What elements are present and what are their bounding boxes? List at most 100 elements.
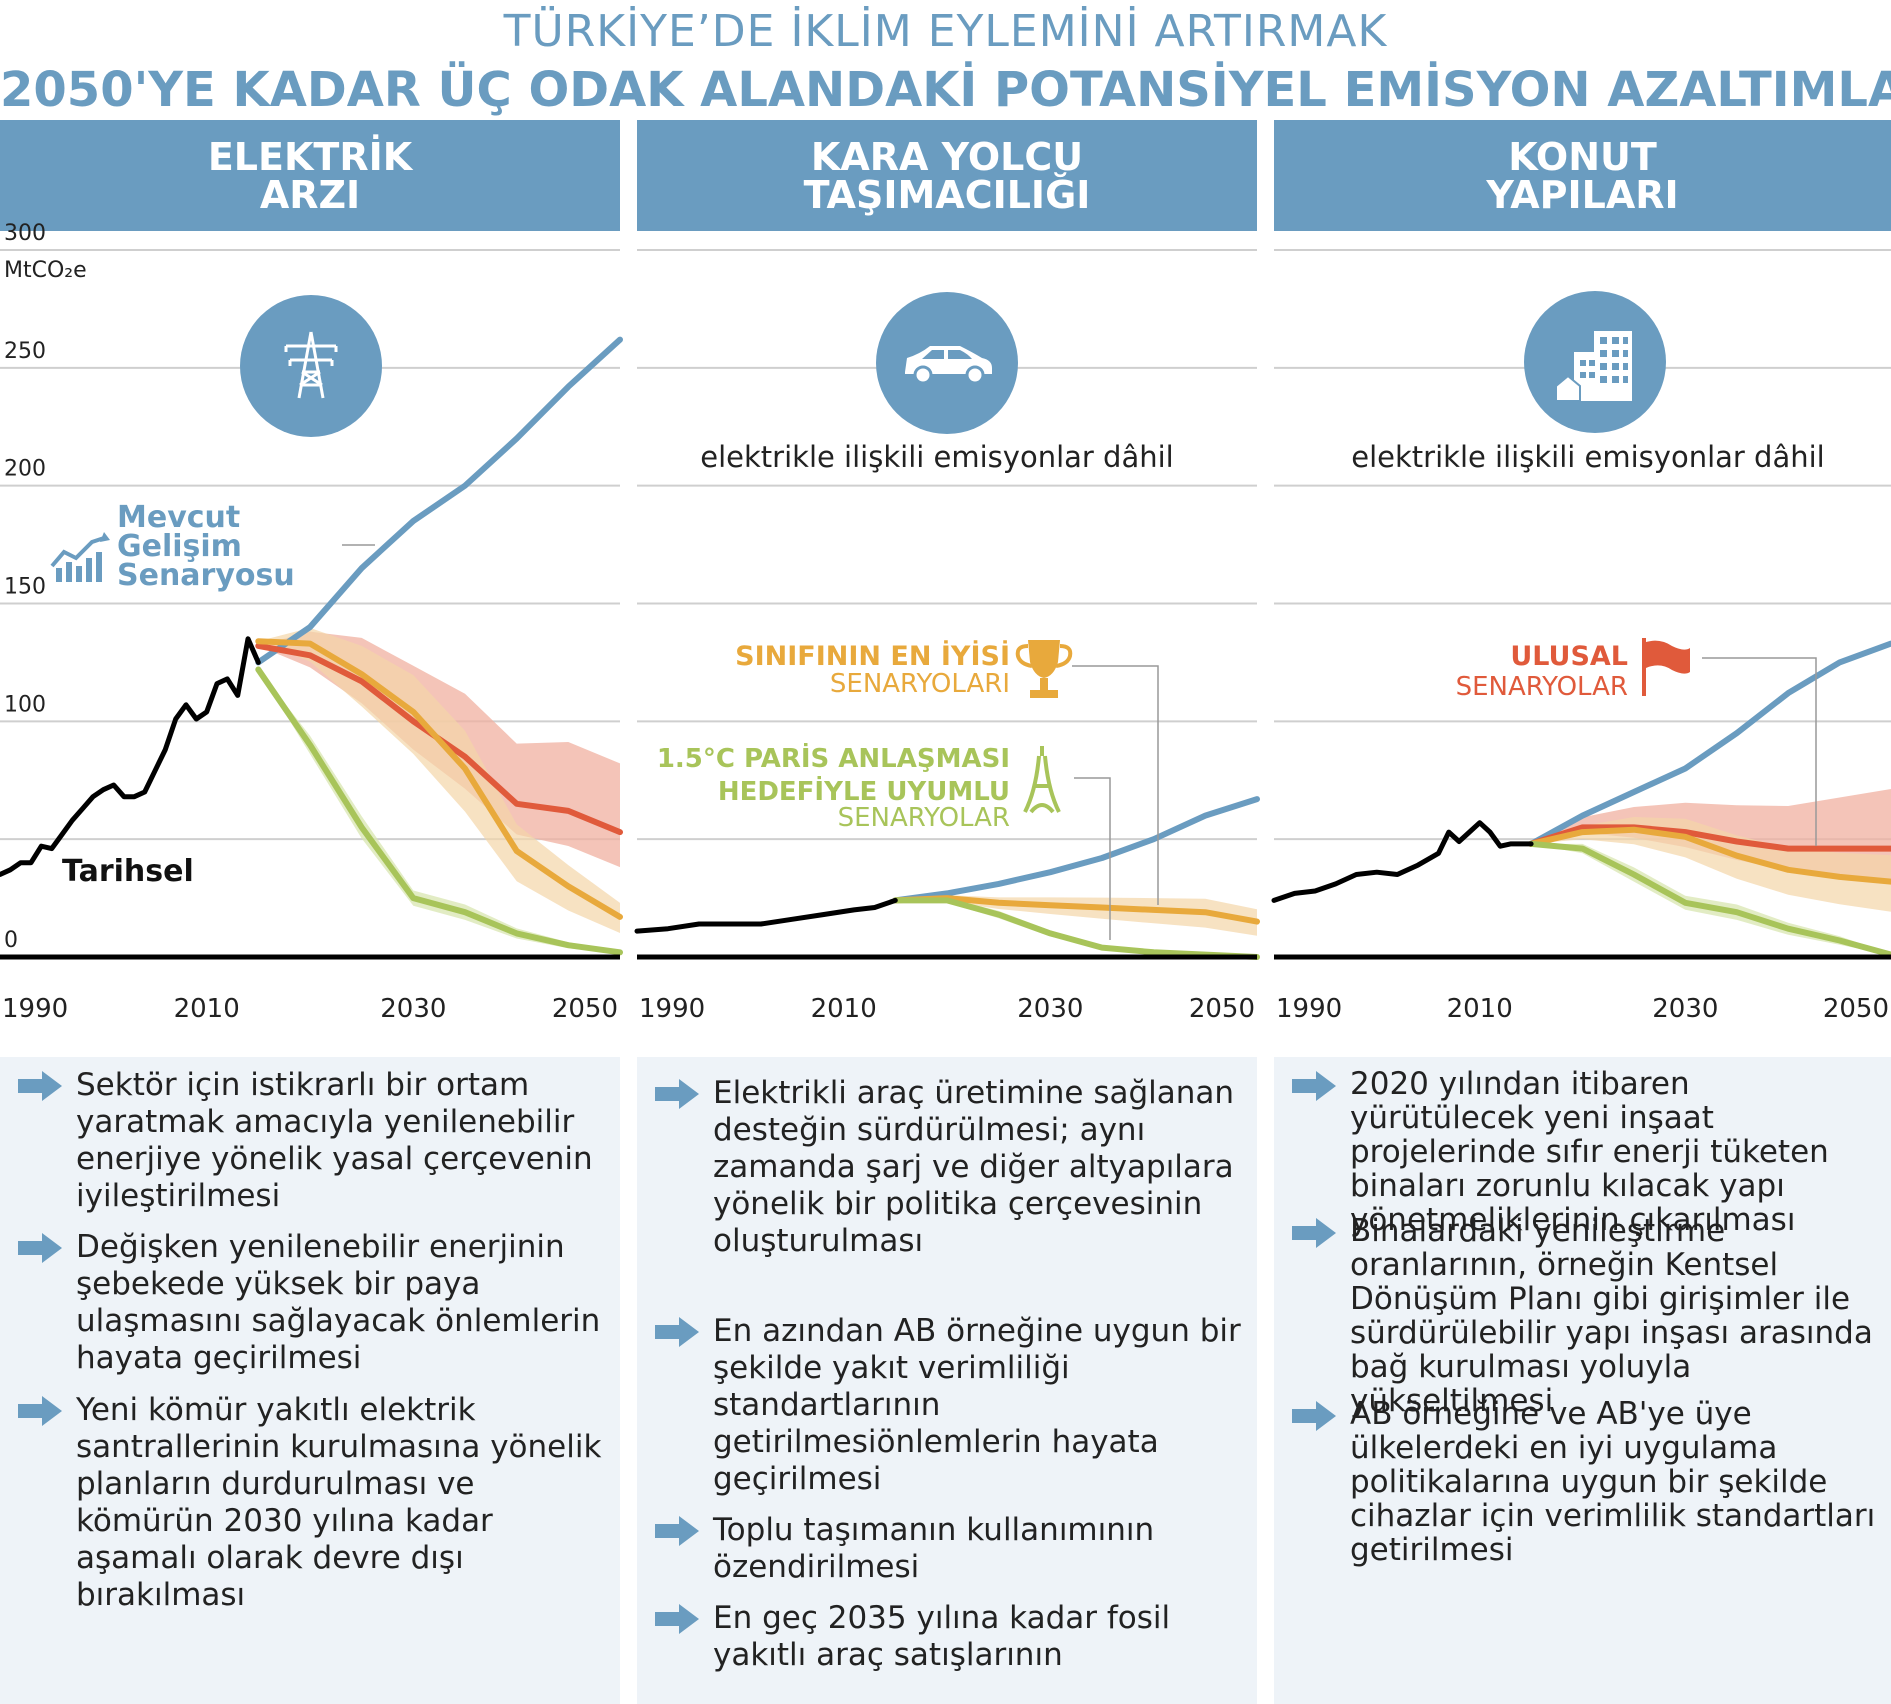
bullet-item: Toplu taşımanın kullanımının özendirilme… [655, 1512, 1243, 1586]
trophy-icon [1015, 640, 1073, 698]
bullet-item: 2020 yılından itibaren yürütülecek yeni … [1292, 1066, 1877, 1238]
panel-title-line2: TAŞIMACILIĞI [803, 172, 1091, 217]
main-title: 2050'YE KADAR ÜÇ ODAK ALANDAKİ POTANSİYE… [0, 62, 1891, 118]
buildings-icon [1524, 291, 1666, 433]
legend-best-1: SINIFININ EN İYİSİ [735, 640, 1010, 672]
arrow-right-icon [18, 1396, 62, 1426]
power-pylon-icon [240, 295, 382, 437]
legend-current-dev: Mevcut [117, 500, 240, 535]
bullet-item: Elektrikli araç üretimine sağlanan deste… [655, 1075, 1243, 1260]
band-best_in_class [895, 895, 1257, 936]
x-tick-label: 2030 [380, 994, 446, 1024]
legend-paris-2: HEDEFİYLE UYUMLU [718, 775, 1010, 807]
bullets-buildings: 2020 yılından itibaren yürütülecek yeni … [1274, 1057, 1891, 1704]
arrow-right-icon [1292, 1071, 1336, 1101]
panel-title-line2: ARZI [259, 172, 361, 217]
bullet-item: Değişken yenilenebilir enerjinin şebeked… [18, 1229, 606, 1377]
line-best_in_class [892, 895, 1260, 925]
arrow-right-icon [655, 1317, 699, 1347]
bullet-item: En azından AB örneğine uygun bir şekilde… [655, 1313, 1243, 1498]
legend-best-2: SENARYOLARI [830, 669, 1010, 699]
bullet-text: En geç 2035 yılına kadar fosil yakıtlı a… [713, 1600, 1171, 1673]
x-tick-label: 2030 [1017, 994, 1083, 1024]
arrow-right-icon [18, 1233, 62, 1263]
x-tick-label: 1990 [1276, 994, 1342, 1024]
bullets-transport: Elektrikli araç üretimine sağlanan deste… [637, 1057, 1257, 1704]
eiffel-tower-icon [1023, 746, 1061, 814]
x-tick-label: 1990 [639, 994, 705, 1024]
bullet-item: Binalardaki yenileştirme oranlarının, ör… [1292, 1213, 1877, 1419]
band-best_in_class [1531, 817, 1891, 912]
line-paris [892, 897, 1260, 960]
band-paris [1531, 843, 1891, 956]
x-tick-label: 2050 [552, 994, 618, 1024]
bullets-electricity: Sektör için istikrarlı bir ortam yaratma… [0, 1057, 620, 1704]
axes: 0 100 150 200 250 300 1990 2010 2030 2050 1990 2010… [0, 221, 1891, 1024]
supertitle: TÜRKİYE’DE İKLİM EYLEMİNİ ARTIRMAK [503, 6, 1388, 57]
line-paris [1528, 840, 1891, 958]
panel-title-line1: KONUT [1508, 134, 1657, 179]
line-current_dev [1528, 640, 1891, 847]
arrow-right-icon [655, 1516, 699, 1546]
y-tick-label: 200 [4, 457, 46, 482]
line-best_in_class [1528, 826, 1891, 885]
panel-header-electricity: ELEKTRİK ARZI [0, 120, 620, 231]
bullet-text: Binalardaki yenileştirme oranlarının, ör… [1350, 1213, 1873, 1419]
x-tick-label: 2030 [1652, 994, 1718, 1024]
bullet-text: Sektör için istikrarlı bir ortam yaratma… [76, 1067, 593, 1214]
y-axis-label: MtCO₂e [4, 258, 87, 283]
flag-icon [1642, 638, 1690, 696]
car-icon [876, 292, 1018, 434]
legend-current-dev-3: Senaryosu [117, 558, 295, 593]
y-tick-label: 100 [4, 692, 46, 717]
x-tick-label: 2010 [811, 994, 877, 1024]
x-tick-label: 2050 [1823, 994, 1889, 1024]
bullet-text: Yeni kömür yakıtlı elektrik santrallerin… [76, 1392, 602, 1613]
line-historical [1271, 820, 1534, 903]
panel-header-transport: KARA YOLCU TAŞIMACILIĞI [637, 120, 1257, 231]
line-historical [634, 897, 898, 934]
bullet-text: En azından AB örneğine uygun bir şekilde… [713, 1313, 1241, 1497]
line-national [1528, 824, 1891, 852]
bullet-text: Elektrikli araç üretimine sağlanan deste… [713, 1075, 1235, 1259]
legend-historical: Tarihsel [62, 854, 194, 889]
bullet-text: Değişken yenilenebilir enerjinin şebeked… [76, 1229, 601, 1376]
legend-national-2: SENARYOLAR [1456, 672, 1628, 702]
x-tick-label: 2010 [174, 994, 240, 1024]
line-current_dev [892, 796, 1260, 904]
x-tick-label: 2010 [1447, 994, 1513, 1024]
arrow-right-icon [1292, 1218, 1336, 1248]
y-tick-label: 0 [4, 928, 18, 953]
arrow-right-icon [655, 1079, 699, 1109]
growth-chart-icon [50, 532, 110, 582]
arrow-right-icon [1292, 1401, 1336, 1431]
arrow-right-icon [18, 1071, 62, 1101]
bullet-item: AB örneğine ve AB'ye üye ülkelerdeki en … [1292, 1396, 1877, 1568]
line-current_dev [255, 336, 623, 666]
bullet-item: En geç 2035 yılına kadar fosil yakıtlı a… [655, 1600, 1243, 1674]
bullet-text: 2020 yılından itibaren yürütülecek yeni … [1350, 1066, 1829, 1238]
panel-note-buildings: elektrikle ilişkili emisyonlar dâhil [1351, 440, 1824, 474]
y-tick-label: 150 [4, 575, 46, 600]
panel-note-transport: elektrikle ilişkili emisyonlar dâhil [700, 440, 1173, 474]
bullet-text: AB örneğine ve AB'ye üye ülkelerdeki en … [1350, 1396, 1876, 1568]
line-paris [255, 666, 623, 956]
x-tick-label: 2050 [1189, 994, 1255, 1024]
line-historical [0, 636, 261, 877]
leader-lines [342, 544, 1817, 940]
legend-paris-3: SENARYOLAR [838, 803, 1010, 833]
panel-title-line1: ELEKTRİK [207, 134, 413, 179]
arrow-right-icon [655, 1604, 699, 1634]
y-tick-label: 250 [4, 339, 46, 364]
series-lines [0, 336, 1891, 960]
legend-national-1: ULUSAL [1510, 641, 1628, 672]
y-tick-label: 300 [4, 221, 46, 246]
legend-paris-1: 1.5°C PARİS ANLAŞMASI [657, 742, 1010, 774]
x-tick-label: 1990 [2, 994, 68, 1024]
panel-title-line1: KARA YOLCU [810, 134, 1084, 179]
bullet-text: Toplu taşımanın kullanımının özendirilme… [713, 1512, 1155, 1585]
bullet-item: Sektör için istikrarlı bir ortam yaratma… [18, 1067, 606, 1215]
panel-title-line2: YAPILARI [1486, 172, 1679, 217]
line-best_in_class [255, 638, 623, 920]
emissions-chart: 0 100 150 200 250 300 1990 2010 2030 2050 1990 2010… [0, 221, 1891, 1024]
